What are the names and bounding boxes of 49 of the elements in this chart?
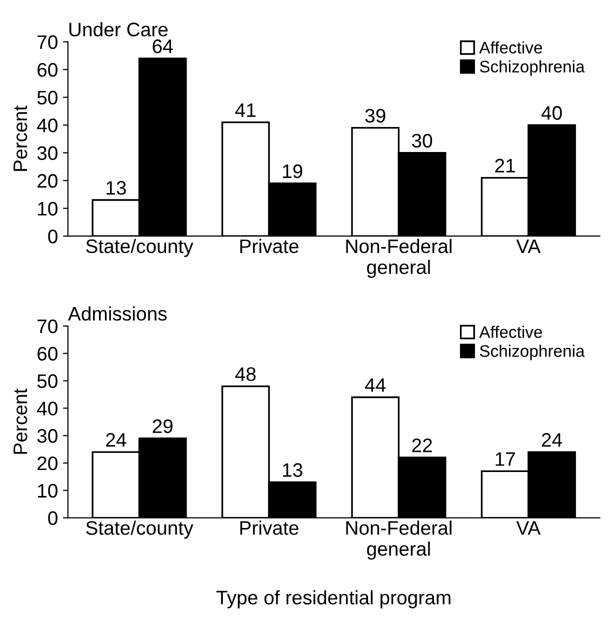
- y-tick-label: 70: [38, 319, 58, 334]
- data-label: 19: [283, 164, 302, 178]
- y-tick-label: 0: [48, 511, 58, 526]
- x-tick-label: VA: [516, 521, 541, 535]
- y-axis-title: Percent: [14, 106, 28, 171]
- data-label: 40: [541, 106, 562, 120]
- data-label: 22: [412, 438, 432, 452]
- legend-label: Affective: [479, 326, 542, 338]
- x-tick-label: Private: [240, 520, 298, 535]
- data-label: 24: [542, 433, 562, 447]
- legend-label: Schizophrenia: [480, 344, 585, 360]
- y-tick-label: 60: [38, 63, 58, 77]
- y-tick-label: 10: [38, 484, 58, 498]
- y-tick-label: 40: [37, 118, 58, 132]
- y-tick-label: 50: [37, 374, 58, 388]
- y-tick-label: 70: [38, 35, 58, 50]
- data-label: 48: [235, 367, 256, 382]
- y-tick-label: 0: [48, 230, 58, 244]
- x-tick-label: Private: [240, 238, 298, 254]
- x-tick-label: VA: [516, 240, 541, 253]
- data-label: 24: [106, 433, 126, 447]
- data-label: 13: [106, 181, 126, 195]
- x-tick-label: Non-Federal general: [346, 238, 452, 278]
- y-tick-label: 50: [37, 90, 58, 105]
- data-label: 30: [412, 134, 432, 148]
- data-label: 17: [496, 452, 515, 466]
- data-label: 44: [364, 378, 386, 392]
- legend-label: Affective: [479, 41, 542, 54]
- x-axis-title: Type of residential program: [216, 590, 450, 608]
- chart-title: Admissions: [68, 306, 167, 321]
- x-tick-label: Non-Federal general: [346, 520, 452, 560]
- data-label: 13: [283, 463, 302, 477]
- x-tick-label: State/county: [86, 238, 194, 258]
- x-tick-label: State/county: [86, 520, 194, 539]
- data-label: 29: [152, 419, 173, 434]
- y-axis-title: Percent: [14, 388, 28, 454]
- y-tick-label: 30: [37, 146, 58, 160]
- y-tick-label: 30: [37, 429, 58, 443]
- y-tick-label: 40: [37, 402, 58, 416]
- legend-label: Schizophrenia: [480, 60, 585, 76]
- y-tick-label: 60: [38, 346, 58, 361]
- data-label: 64: [152, 39, 173, 54]
- data-label: 41: [235, 103, 256, 117]
- chart-title: Under Care: [69, 22, 168, 36]
- y-tick-label: 20: [38, 174, 58, 188]
- y-tick-label: 20: [38, 456, 58, 470]
- data-label: 39: [365, 108, 386, 123]
- y-tick-label: 10: [38, 202, 58, 216]
- data-label: 21: [495, 158, 515, 172]
